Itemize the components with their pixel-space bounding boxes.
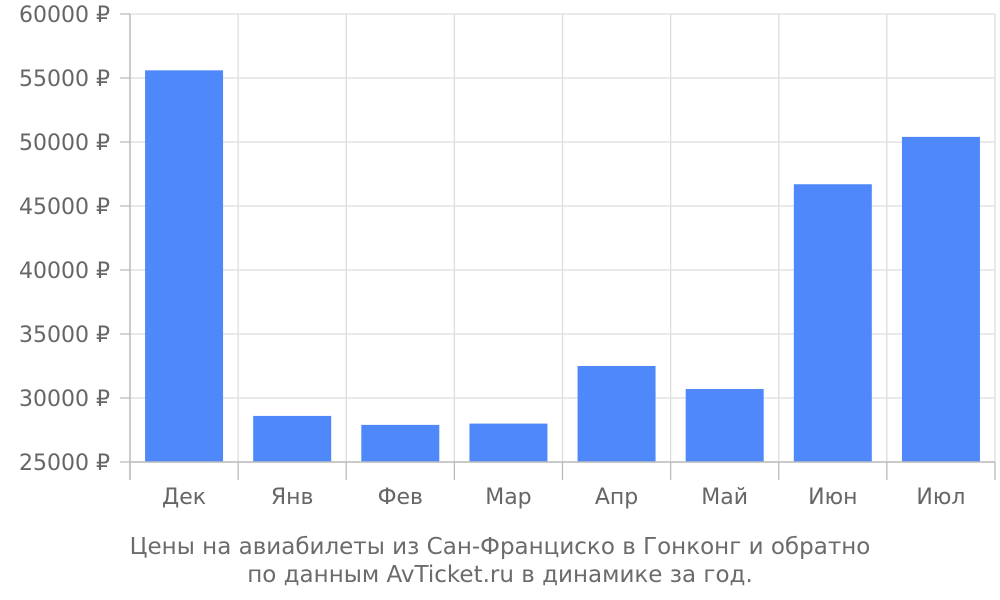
y-tick-label: 40000 ₽ xyxy=(19,259,110,284)
x-tick-label: Май xyxy=(701,485,748,510)
x-tick-label: Янв xyxy=(271,485,314,510)
x-tick-label: Дек xyxy=(162,485,206,510)
axes xyxy=(120,13,996,480)
chart-caption-line-1: Цены на авиабилеты из Сан-Франциско в Го… xyxy=(129,534,871,560)
x-tick-label: Мар xyxy=(485,485,531,510)
x-tick-label: Июл xyxy=(916,485,965,510)
y-tick-label: 60000 ₽ xyxy=(19,3,110,28)
grid-lines xyxy=(130,13,996,463)
bar-2 xyxy=(253,415,332,462)
y-tick-label: 30000 ₽ xyxy=(19,387,110,412)
bar-4 xyxy=(469,423,548,462)
x-tick-label: Июн xyxy=(808,485,857,510)
bar-7 xyxy=(793,184,872,463)
x-tick-label: Фев xyxy=(378,485,423,510)
x-tick-label: Апр xyxy=(595,485,638,510)
bar-5 xyxy=(577,366,656,462)
y-tick-label: 50000 ₽ xyxy=(19,131,110,156)
y-tick-labels: 25000 ₽ 30000 ₽ 35000 ₽ 40000 ₽ 45000 ₽ 50000… xyxy=(19,3,110,476)
y-tick-label: 45000 ₽ xyxy=(19,195,110,220)
y-tick-label: 35000 ₽ xyxy=(19,323,110,348)
bar-3 xyxy=(361,424,440,462)
bar-1 xyxy=(145,70,224,462)
x-tick-labels: Дек Янв Фев Мар Апр Май Июн Июл xyxy=(162,485,965,510)
bars xyxy=(145,70,980,463)
bar-6 xyxy=(685,389,764,462)
bar-8 xyxy=(901,136,980,462)
y-tick-label: 55000 ₽ xyxy=(19,67,110,92)
y-tick-label: 25000 ₽ xyxy=(19,451,110,476)
chart-caption-line-2: по данным AvTicket.ru в динамике за год. xyxy=(247,562,753,588)
